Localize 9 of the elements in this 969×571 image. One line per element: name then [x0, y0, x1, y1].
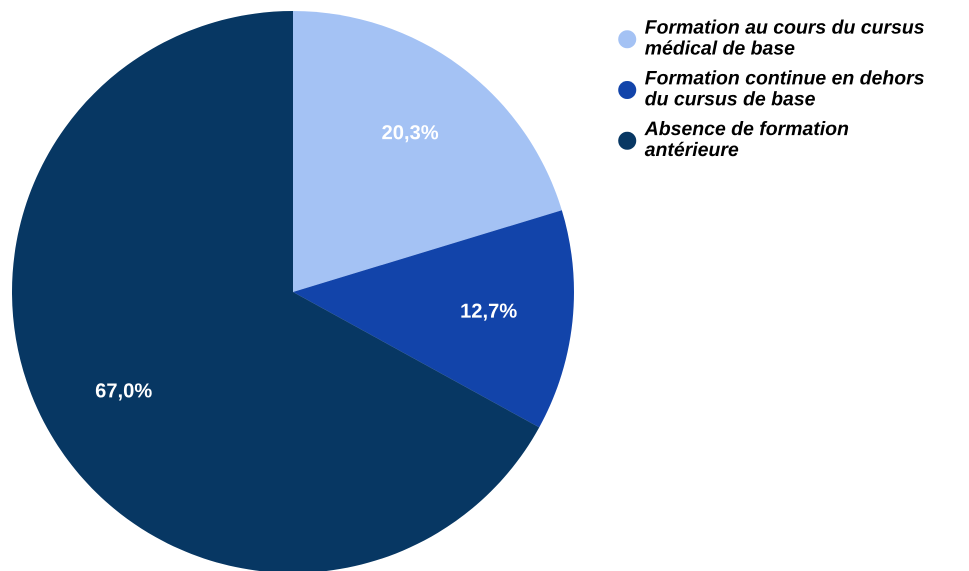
data-label: 12,7%	[461, 304, 517, 321]
data-label: 67,0%	[96, 383, 152, 400]
pie-slice	[293, 11, 562, 292]
pie-slice	[12, 11, 540, 571]
legend-label: Absence de formation antérieure	[644, 120, 848, 156]
legend-label: Formation continue en dehors du cursus de base	[645, 70, 924, 106]
data-label: 20,3%	[382, 125, 438, 142]
legend-label: Formation au cours du cursus médical de base	[645, 20, 924, 55]
pie-slice	[293, 210, 574, 428]
